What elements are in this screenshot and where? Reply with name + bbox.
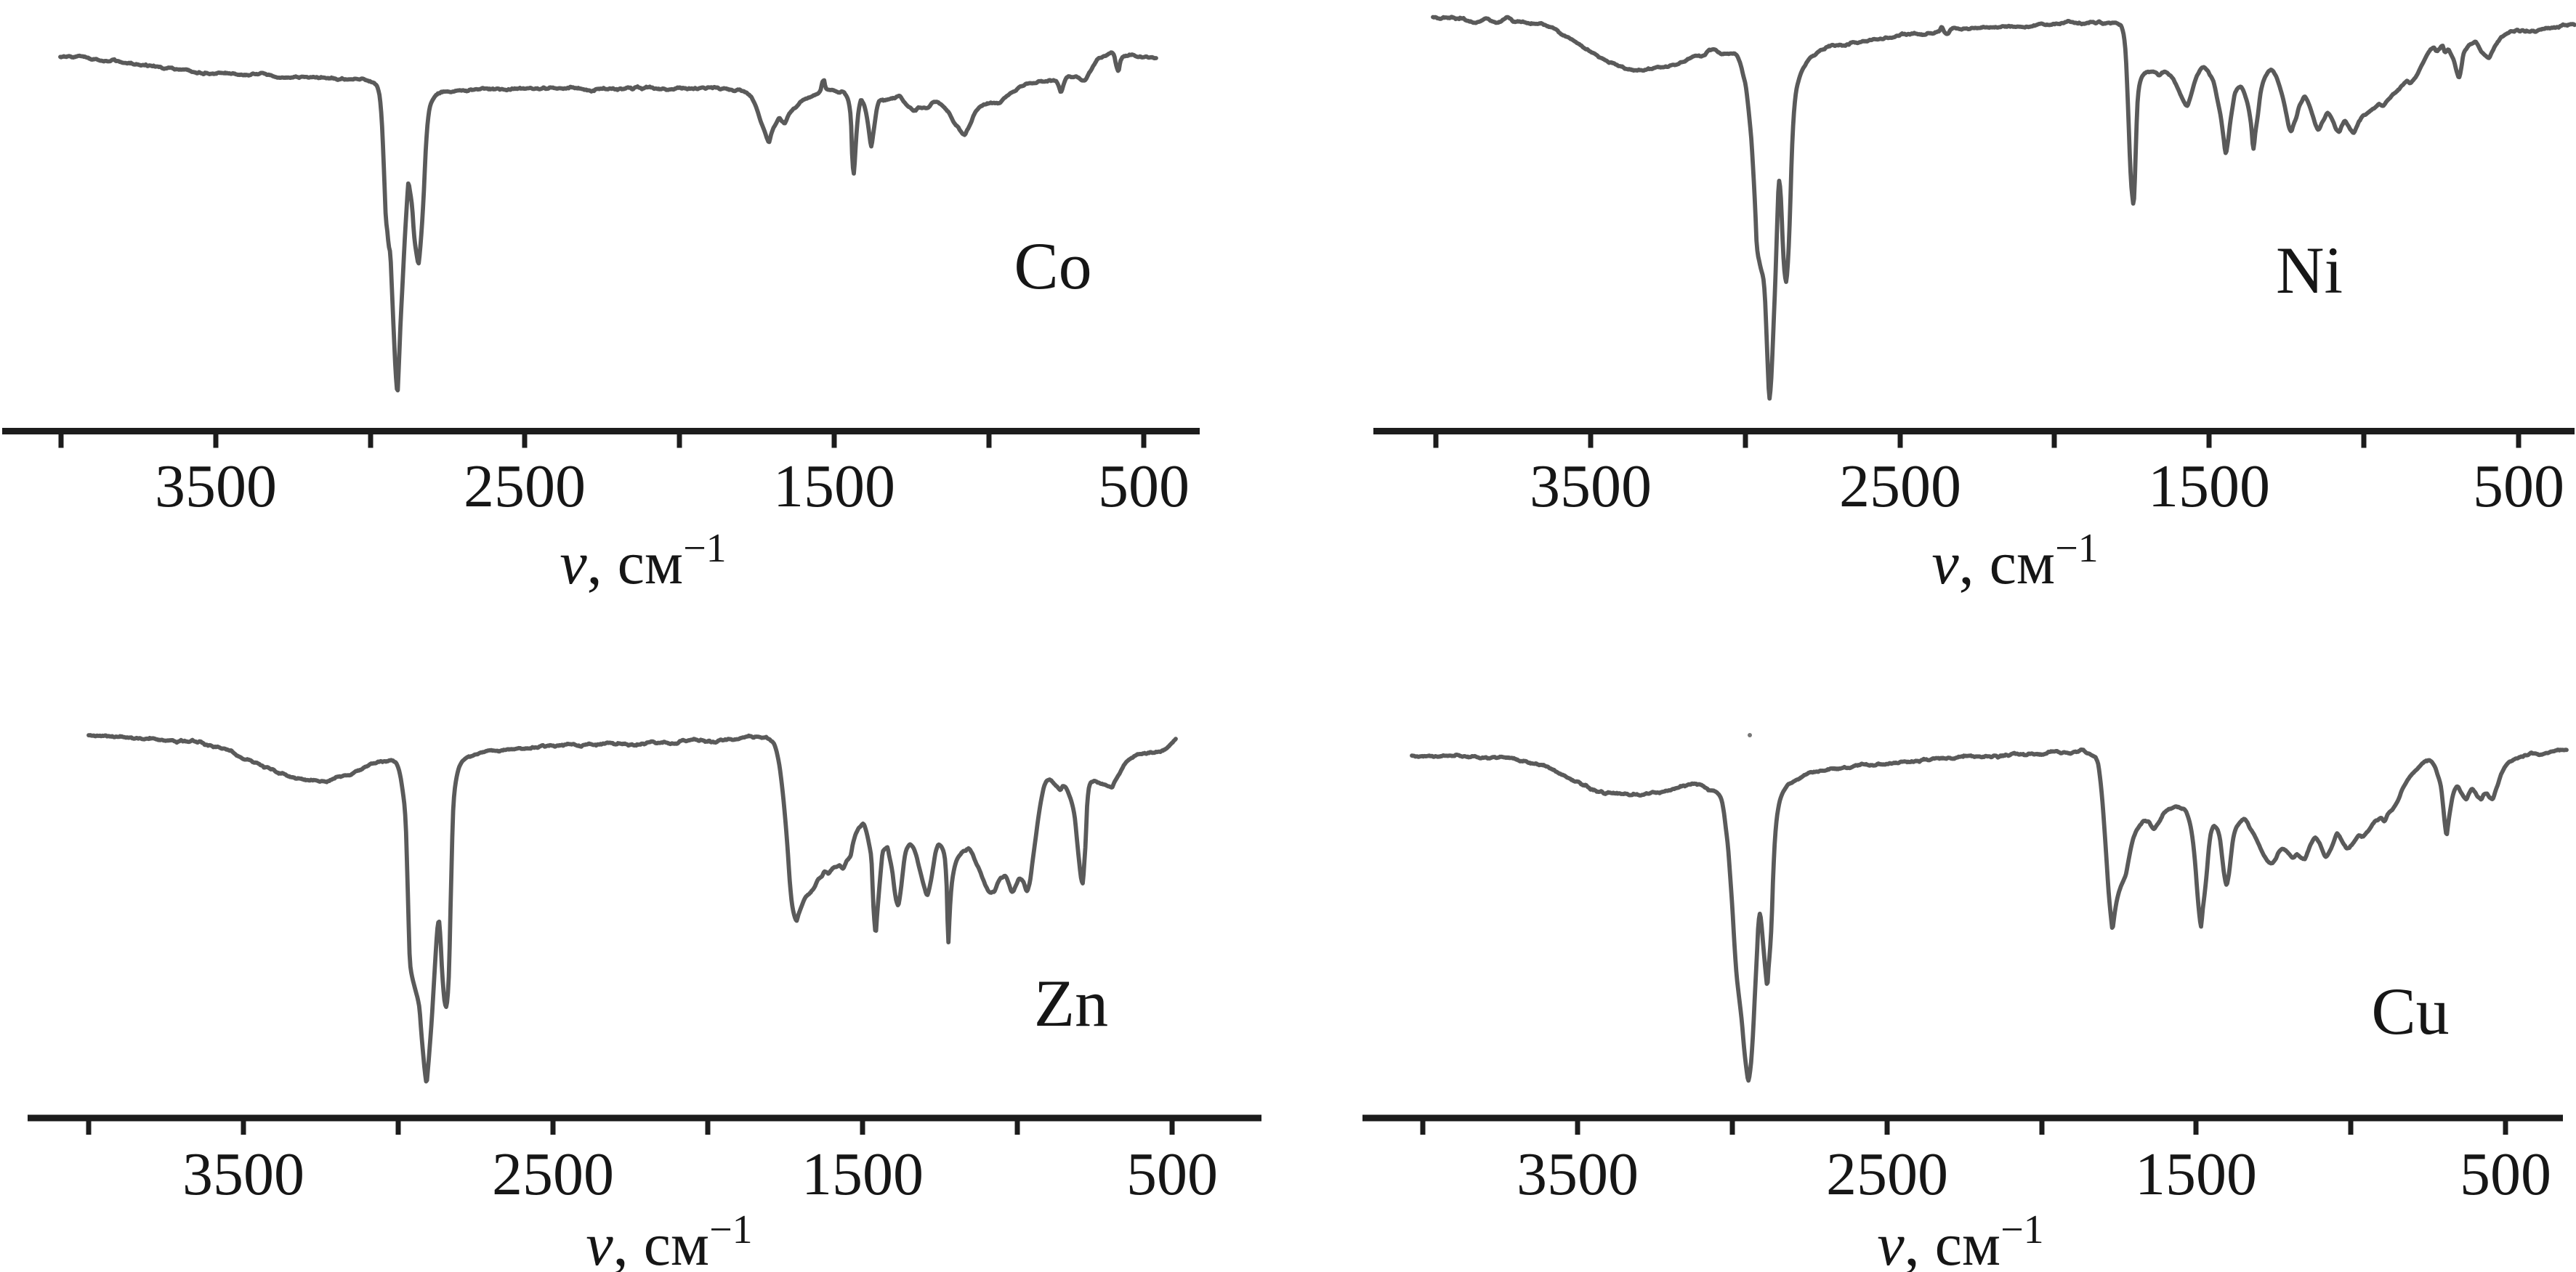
svg-text:2500: 2500 [1839,453,1961,520]
svg-text:2500: 2500 [1826,1141,1948,1208]
svg-text:2500: 2500 [464,453,586,520]
svg-text:1500: 1500 [2148,453,2270,520]
svg-text:500: 500 [1126,1141,1218,1208]
svg-text:ν, см−1: ν, см−1 [586,1207,752,1272]
svg-text:Ni: Ni [2276,233,2343,307]
svg-text:3500: 3500 [1530,453,1652,520]
svg-text:3500: 3500 [182,1141,304,1208]
svg-text:1500: 1500 [773,453,895,520]
svg-text:1500: 1500 [802,1141,924,1208]
svg-text:Cu: Cu [2371,974,2449,1048]
svg-text:500: 500 [1098,453,1190,520]
svg-text:3500: 3500 [155,453,277,520]
svg-text:Zn: Zn [1034,966,1108,1040]
svg-text:Co: Co [1014,229,1091,303]
svg-text:3500: 3500 [1517,1141,1639,1208]
svg-text:500: 500 [2473,453,2564,520]
svg-text:1500: 1500 [2135,1141,2257,1208]
svg-text:500: 500 [2460,1141,2551,1208]
svg-text:2500: 2500 [492,1141,614,1208]
